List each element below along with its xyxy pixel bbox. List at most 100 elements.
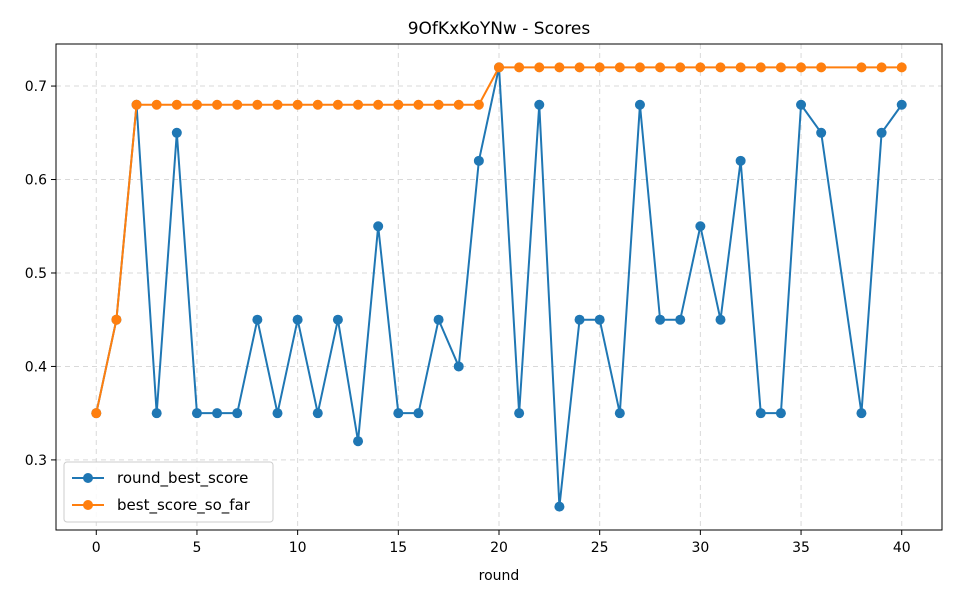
data-point: [232, 408, 243, 419]
data-point: [131, 99, 142, 110]
data-point: [272, 408, 283, 419]
data-point: [514, 62, 525, 73]
data-point: [715, 314, 726, 325]
data-point: [796, 62, 807, 73]
y-tick-label: 0.7: [25, 79, 47, 95]
data-point: [252, 99, 263, 110]
data-point: [775, 62, 786, 73]
data-point: [373, 99, 384, 110]
data-point: [554, 62, 565, 73]
data-point: [675, 62, 686, 73]
legend-entry: best_score_so_far: [72, 496, 251, 515]
data-point: [171, 99, 182, 110]
x-tick-label: 0: [92, 540, 101, 556]
data-point: [816, 127, 827, 138]
grid: [56, 44, 942, 530]
data-point: [494, 62, 504, 73]
x-tick-label: 5: [192, 540, 201, 556]
data-point: [292, 99, 303, 110]
data-point: [91, 408, 102, 419]
data-point: [554, 501, 565, 512]
data-point: [212, 99, 223, 110]
data-point: [574, 62, 585, 73]
legend-marker: [83, 500, 93, 510]
data-point: [634, 62, 645, 73]
data-point: [191, 408, 202, 419]
data-point: [111, 314, 122, 325]
data-point: [816, 62, 827, 73]
series-round-best-score: [91, 62, 907, 512]
series-line: [95, 66, 903, 508]
series-line: [95, 66, 902, 414]
data-point: [473, 155, 484, 166]
x-tick-label: 15: [389, 540, 407, 556]
series-layer: [91, 62, 907, 512]
legend-label: round_best_score: [117, 469, 248, 488]
data-point: [433, 99, 444, 110]
data-point: [252, 314, 263, 325]
data-point: [695, 221, 706, 232]
x-tick-label: 25: [591, 540, 609, 556]
data-point: [755, 62, 766, 73]
data-point: [574, 314, 585, 325]
data-point: [634, 99, 645, 110]
x-tick-label: 20: [490, 540, 508, 556]
data-point: [232, 99, 243, 110]
data-point: [614, 408, 625, 419]
data-point: [433, 314, 444, 325]
data-point: [735, 155, 746, 166]
data-point: [151, 408, 162, 419]
data-point: [675, 314, 686, 325]
data-point: [896, 99, 907, 110]
data-point: [715, 62, 726, 73]
data-point: [272, 99, 283, 110]
data-point: [312, 408, 323, 419]
data-point: [312, 99, 323, 110]
data-point: [393, 99, 404, 110]
data-point: [594, 62, 605, 73]
axis-ticks: 0 5 10 15 20 25 30 35 40 0.3 0.4 0.5 0.6 0.7: [25, 79, 911, 556]
data-point: [755, 408, 766, 419]
x-axis-label: round: [479, 568, 520, 584]
data-point: [151, 99, 162, 110]
data-point: [332, 99, 343, 110]
data-point: [856, 408, 867, 419]
data-point: [453, 99, 464, 110]
data-point: [534, 99, 545, 110]
data-point: [655, 314, 666, 325]
data-point: [856, 62, 867, 73]
x-tick-label: 35: [792, 540, 810, 556]
data-point: [453, 361, 464, 372]
data-point: [393, 408, 404, 419]
y-tick-label: 0.5: [25, 266, 47, 282]
data-point: [212, 408, 223, 419]
data-point: [695, 62, 706, 73]
data-point: [614, 62, 625, 73]
data-point: [655, 62, 666, 73]
data-point: [876, 62, 887, 73]
data-point: [413, 408, 424, 419]
y-tick-label: 0.6: [25, 173, 47, 189]
legend-box: [63, 461, 274, 523]
y-tick-label: 0.4: [25, 359, 47, 375]
data-point: [171, 127, 182, 138]
data-point: [796, 99, 807, 110]
x-tick-label: 10: [289, 540, 307, 556]
data-point: [353, 436, 364, 447]
series-best-score-so-far: [91, 62, 907, 419]
data-point: [876, 127, 887, 138]
data-point: [473, 99, 484, 110]
data-point: [332, 314, 343, 325]
data-point: [373, 221, 384, 232]
x-tick-label: 40: [893, 540, 911, 556]
x-tick-label: 30: [691, 540, 709, 556]
data-point: [534, 62, 545, 73]
data-point: [594, 314, 605, 325]
legend-entry: round_best_score: [72, 469, 248, 488]
data-point: [514, 408, 525, 419]
y-tick-label: 0.3: [25, 453, 47, 469]
data-point: [191, 99, 202, 110]
data-point: [413, 99, 424, 110]
legend-marker: [83, 473, 93, 483]
